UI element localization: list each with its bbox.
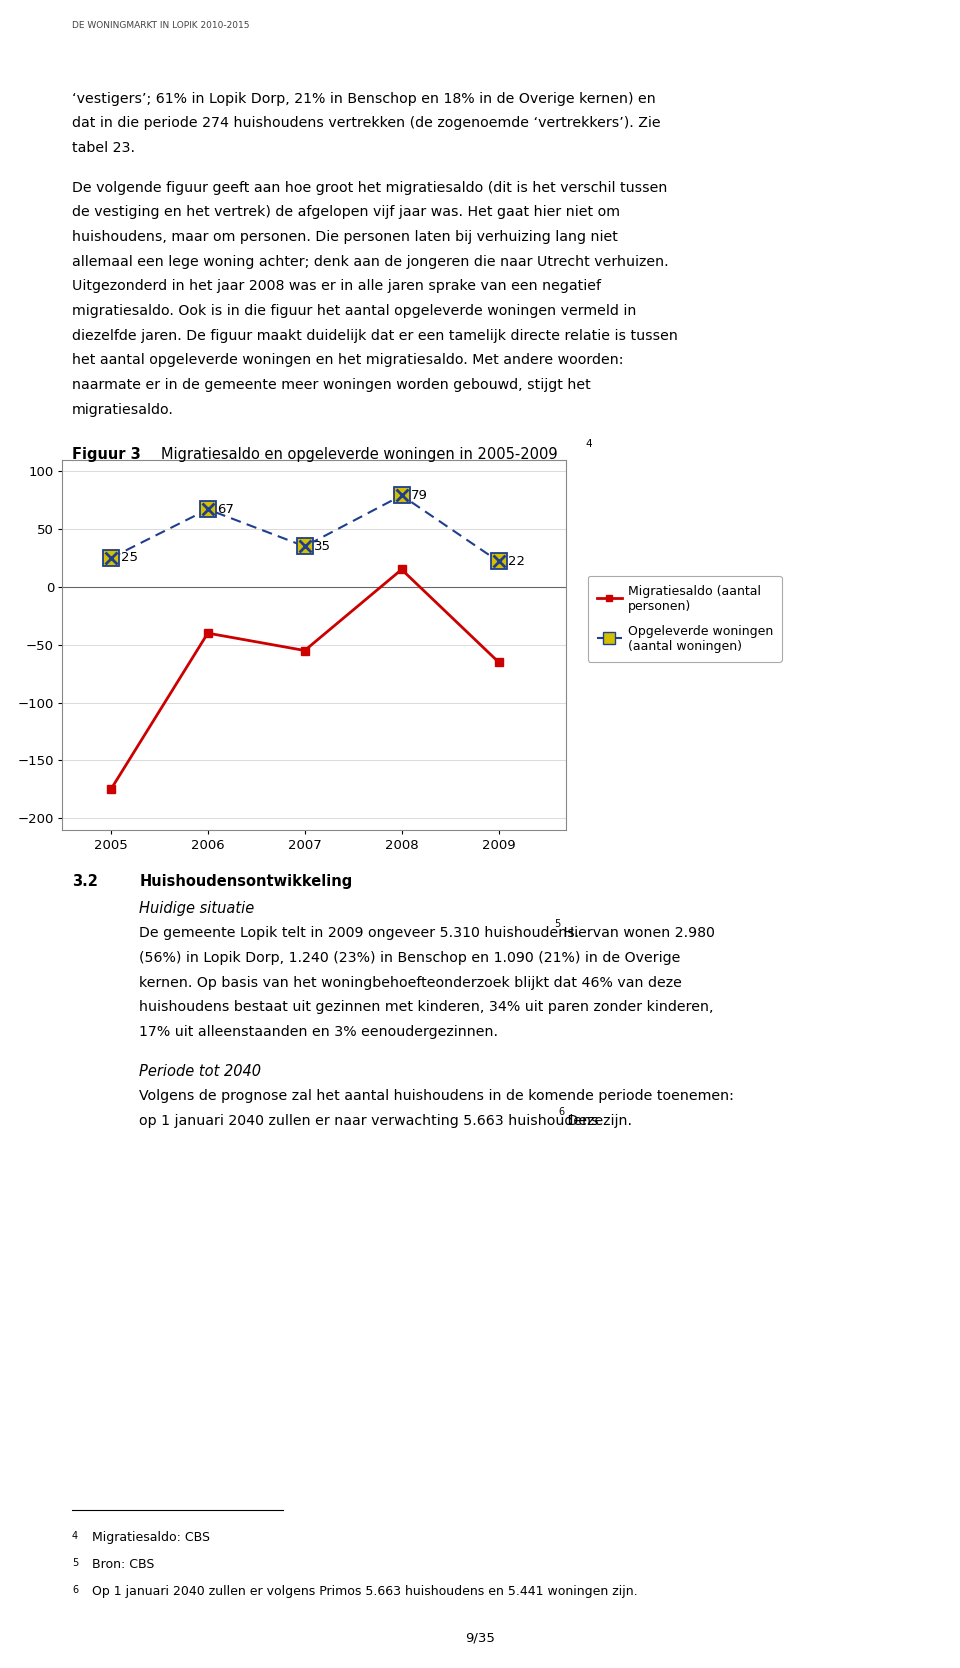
Text: kernen. Op basis van het woningbehoefteonderzoek blijkt dat 46% van deze: kernen. Op basis van het woningbehoefteo… — [139, 976, 682, 989]
Text: de vestiging en het vertrek) de afgelopen vijf jaar was. Het gaat hier niet om: de vestiging en het vertrek) de afgelope… — [72, 205, 620, 219]
Text: Huishoudensontwikkeling: Huishoudensontwikkeling — [139, 874, 352, 889]
Text: 67: 67 — [218, 502, 234, 515]
Text: 79: 79 — [411, 489, 428, 502]
Text: 6: 6 — [72, 1585, 78, 1595]
Text: huishoudens, maar om personen. Die personen laten bij verhuizing lang niet: huishoudens, maar om personen. Die perso… — [72, 230, 618, 244]
Text: 5: 5 — [554, 919, 561, 929]
Text: DE WONINGMARKT IN LOPIK 2010-2015: DE WONINGMARKT IN LOPIK 2010-2015 — [72, 22, 250, 30]
Text: Uitgezonderd in het jaar 2008 was er in alle jaren sprake van een negatief: Uitgezonderd in het jaar 2008 was er in … — [72, 279, 601, 294]
Text: 4: 4 — [72, 1531, 78, 1541]
Text: Huidige situatie: Huidige situatie — [139, 901, 254, 916]
Text: (56%) in Lopik Dorp, 1.240 (23%) in Benschop en 1.090 (21%) in de Overige: (56%) in Lopik Dorp, 1.240 (23%) in Bens… — [139, 951, 681, 964]
Text: 5: 5 — [72, 1558, 79, 1568]
Text: Deze: Deze — [563, 1114, 603, 1128]
Text: 25: 25 — [121, 552, 137, 564]
Text: Bron: CBS: Bron: CBS — [84, 1558, 154, 1571]
Text: op 1 januari 2040 zullen er naar verwachting 5.663 huishoudens zijn.: op 1 januari 2040 zullen er naar verwach… — [139, 1114, 633, 1128]
Text: Volgens de prognose zal het aantal huishoudens in de komende periode toenemen:: Volgens de prognose zal het aantal huish… — [139, 1089, 734, 1103]
Text: ‘vestigers’; 61% in Lopik Dorp, 21% in Benschop en 18% in de Overige kernen) en: ‘vestigers’; 61% in Lopik Dorp, 21% in B… — [72, 92, 656, 105]
Text: naarmate er in de gemeente meer woningen worden gebouwd, stijgt het: naarmate er in de gemeente meer woningen… — [72, 379, 590, 392]
Text: 4: 4 — [586, 439, 592, 449]
Text: De gemeente Lopik telt in 2009 ongeveer 5.310 huishoudens.: De gemeente Lopik telt in 2009 ongeveer … — [139, 926, 580, 941]
Text: allemaal een lege woning achter; denk aan de jongeren die naar Utrecht verhuizen: allemaal een lege woning achter; denk aa… — [72, 255, 668, 269]
Text: Periode tot 2040: Periode tot 2040 — [139, 1064, 261, 1079]
Text: 35: 35 — [315, 540, 331, 552]
Text: 17% uit alleenstaanden en 3% eenoudergezinnen.: 17% uit alleenstaanden en 3% eenoudergez… — [139, 1024, 498, 1039]
Text: 3.2: 3.2 — [72, 874, 98, 889]
Text: De volgende figuur geeft aan hoe groot het migratiesaldo (dit is het verschil tu: De volgende figuur geeft aan hoe groot h… — [72, 180, 667, 195]
Text: dat in die periode 274 huishoudens vertrekken (de zogenoemde ‘vertrekkers’). Zie: dat in die periode 274 huishoudens vertr… — [72, 117, 660, 130]
Text: huishoudens bestaat uit gezinnen met kinderen, 34% uit paren zonder kinderen,: huishoudens bestaat uit gezinnen met kin… — [139, 1001, 713, 1014]
Text: migratiesaldo.: migratiesaldo. — [72, 402, 174, 417]
Text: Migratiesaldo en opgeleverde woningen in 2005-2009: Migratiesaldo en opgeleverde woningen in… — [161, 447, 558, 462]
Text: diezelfde jaren. De figuur maakt duidelijk dat er een tamelijk directe relatie i: diezelfde jaren. De figuur maakt duideli… — [72, 329, 678, 342]
Text: tabel 23.: tabel 23. — [72, 142, 135, 155]
Text: 6: 6 — [559, 1108, 564, 1118]
Text: Migratiesaldo: CBS: Migratiesaldo: CBS — [84, 1531, 209, 1545]
Text: Hiervan wonen 2.980: Hiervan wonen 2.980 — [559, 926, 714, 941]
Text: het aantal opgeleverde woningen en het migratiesaldo. Met andere woorden:: het aantal opgeleverde woningen en het m… — [72, 354, 623, 367]
Legend: Migratiesaldo (aantal
personen), Opgeleverde woningen
(aantal woningen): Migratiesaldo (aantal personen), Opgelev… — [588, 575, 781, 662]
Text: Figuur 3: Figuur 3 — [72, 447, 141, 462]
Text: Op 1 januari 2040 zullen er volgens Primos 5.663 huishoudens en 5.441 woningen z: Op 1 januari 2040 zullen er volgens Prim… — [84, 1585, 637, 1598]
Text: migratiesaldo. Ook is in die figuur het aantal opgeleverde woningen vermeld in: migratiesaldo. Ook is in die figuur het … — [72, 304, 636, 319]
Text: 22: 22 — [508, 555, 525, 567]
Text: 9/35: 9/35 — [465, 1631, 495, 1645]
